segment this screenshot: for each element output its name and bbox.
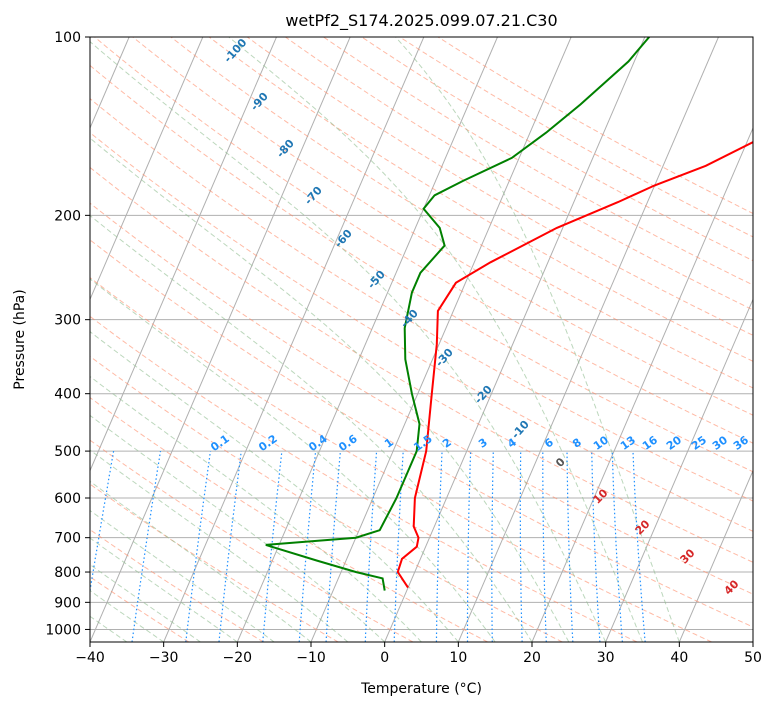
isotherm-line xyxy=(457,37,719,642)
dry-adiabat-line xyxy=(90,355,563,642)
y-tick-label: 700 xyxy=(54,531,81,547)
isotherm-line xyxy=(163,37,425,642)
x-tick-label: −40 xyxy=(75,650,105,666)
dewpoint-profile xyxy=(265,37,650,591)
mixing-ratio-line xyxy=(262,451,283,642)
dry-adiabat-line xyxy=(90,315,638,642)
dry-adiabat-line xyxy=(90,439,414,642)
moist-adiabat-line xyxy=(90,449,349,642)
x-tick-label: 50 xyxy=(744,650,762,666)
background-lines xyxy=(90,37,753,642)
dry-adiabat-line xyxy=(90,98,753,502)
isotherm-line xyxy=(605,298,753,642)
x-tick-label: 30 xyxy=(597,650,615,666)
y-tick-label: 100 xyxy=(54,30,81,46)
isotherm-line xyxy=(531,126,753,642)
isotherm-line xyxy=(90,37,277,472)
moist-adiabat-line xyxy=(90,564,201,642)
x-axis-label: Temperature (°C) xyxy=(360,681,482,697)
dry-adiabat-line xyxy=(90,483,339,642)
moist-adiabat-line xyxy=(90,537,238,642)
y-tick-label: 800 xyxy=(54,565,81,581)
dry-adiabat-line xyxy=(90,132,753,532)
dry-adiabat-line xyxy=(132,37,753,416)
sounding-profiles xyxy=(265,37,753,591)
y-tick-label: 1000 xyxy=(45,622,81,638)
x-tick-label: 10 xyxy=(449,650,467,666)
y-tick-label: 200 xyxy=(54,208,81,224)
dry-adiabat-line xyxy=(208,37,753,362)
temperature-profile xyxy=(396,141,753,589)
mixing-ratio-line xyxy=(185,451,212,642)
dry-adiabat-line xyxy=(90,397,488,642)
moist-adiabat-line xyxy=(90,278,496,642)
moist-adiabat-line xyxy=(395,37,680,642)
dry-adiabat-line xyxy=(90,202,753,595)
dry-adiabat-line xyxy=(90,277,712,642)
x-tick-label: −10 xyxy=(296,650,326,666)
chart-title: wetPf2_S174.2025.099.07.21.C30 xyxy=(285,11,557,31)
mixing-ratio-line xyxy=(131,451,162,642)
x-tick-label: 0 xyxy=(380,650,389,666)
x-tick-label: 20 xyxy=(523,650,541,666)
y-tick-label: 400 xyxy=(54,387,81,403)
isotherm-line xyxy=(90,37,351,642)
y-tick-label: 500 xyxy=(54,444,81,460)
y-tick-label: 900 xyxy=(54,595,81,611)
isotherm-line xyxy=(236,37,498,642)
moist-adiabat-line xyxy=(90,375,422,642)
plot-frame xyxy=(89,36,754,643)
x-tick-label: −30 xyxy=(149,650,179,666)
dry-adiabat-line xyxy=(90,166,753,563)
moist-adiabat-line xyxy=(90,331,459,642)
moist-adiabat-line xyxy=(90,414,386,642)
isotherm-line xyxy=(678,469,753,642)
mixing-ratio-line xyxy=(298,451,317,642)
isotherm-line xyxy=(384,37,646,642)
dry-adiabat-line xyxy=(90,239,753,628)
moist-adiabat-line xyxy=(90,589,164,642)
x-tick-label: 40 xyxy=(670,650,688,666)
moist-adiabat-line xyxy=(228,37,643,642)
dry-adiabat-line xyxy=(170,37,753,389)
y-axis-ticks: 100 200 300 400 500 600 700 800 900 1000 xyxy=(45,30,90,638)
x-axis-ticks: −40 −30 −20 −10 0 10 20 30 40 50 xyxy=(75,642,762,666)
y-tick-label: 600 xyxy=(54,491,81,507)
mixing-ratio-line xyxy=(218,451,242,642)
y-tick-label: 300 xyxy=(54,313,81,329)
isotherm-line xyxy=(90,37,204,301)
y-axis-label: Pressure (hPa) xyxy=(12,289,28,389)
x-tick-label: −20 xyxy=(223,650,253,666)
dry-adiabat-line xyxy=(90,529,264,642)
